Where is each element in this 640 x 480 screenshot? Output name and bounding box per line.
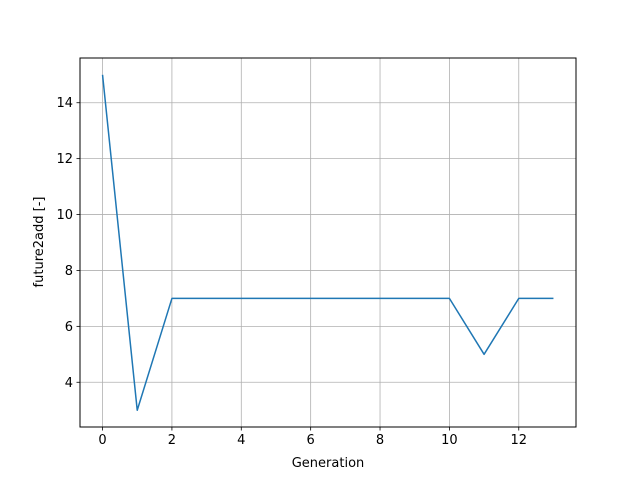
y-tick-label: 12 xyxy=(56,152,73,167)
y-tick-label: 4 xyxy=(65,376,73,391)
y-tick-label: 6 xyxy=(65,320,73,335)
x-axis: 0 2 4 6 8 10 12 xyxy=(98,427,527,448)
y-tick-label: 10 xyxy=(56,208,73,223)
y-tick-label: 14 xyxy=(56,96,73,111)
x-tick-label: 4 xyxy=(237,433,245,448)
y-axis: 4 6 8 10 12 14 xyxy=(56,96,80,391)
plot-frame xyxy=(79,57,577,428)
y-tick-label: 8 xyxy=(65,264,73,279)
series-layer xyxy=(101,74,554,411)
x-tick-label: 2 xyxy=(168,433,176,448)
x-tick-label: 12 xyxy=(510,433,527,448)
series-line xyxy=(101,74,554,411)
y-axis-label: future2add [-] xyxy=(32,197,47,288)
x-tick-label: 8 xyxy=(376,433,384,448)
x-axis-label: Generation xyxy=(292,456,365,471)
x-tick-label: 0 xyxy=(98,433,106,448)
grid xyxy=(80,58,576,427)
x-tick-label: 10 xyxy=(441,433,458,448)
x-tick-label: 6 xyxy=(307,433,315,448)
